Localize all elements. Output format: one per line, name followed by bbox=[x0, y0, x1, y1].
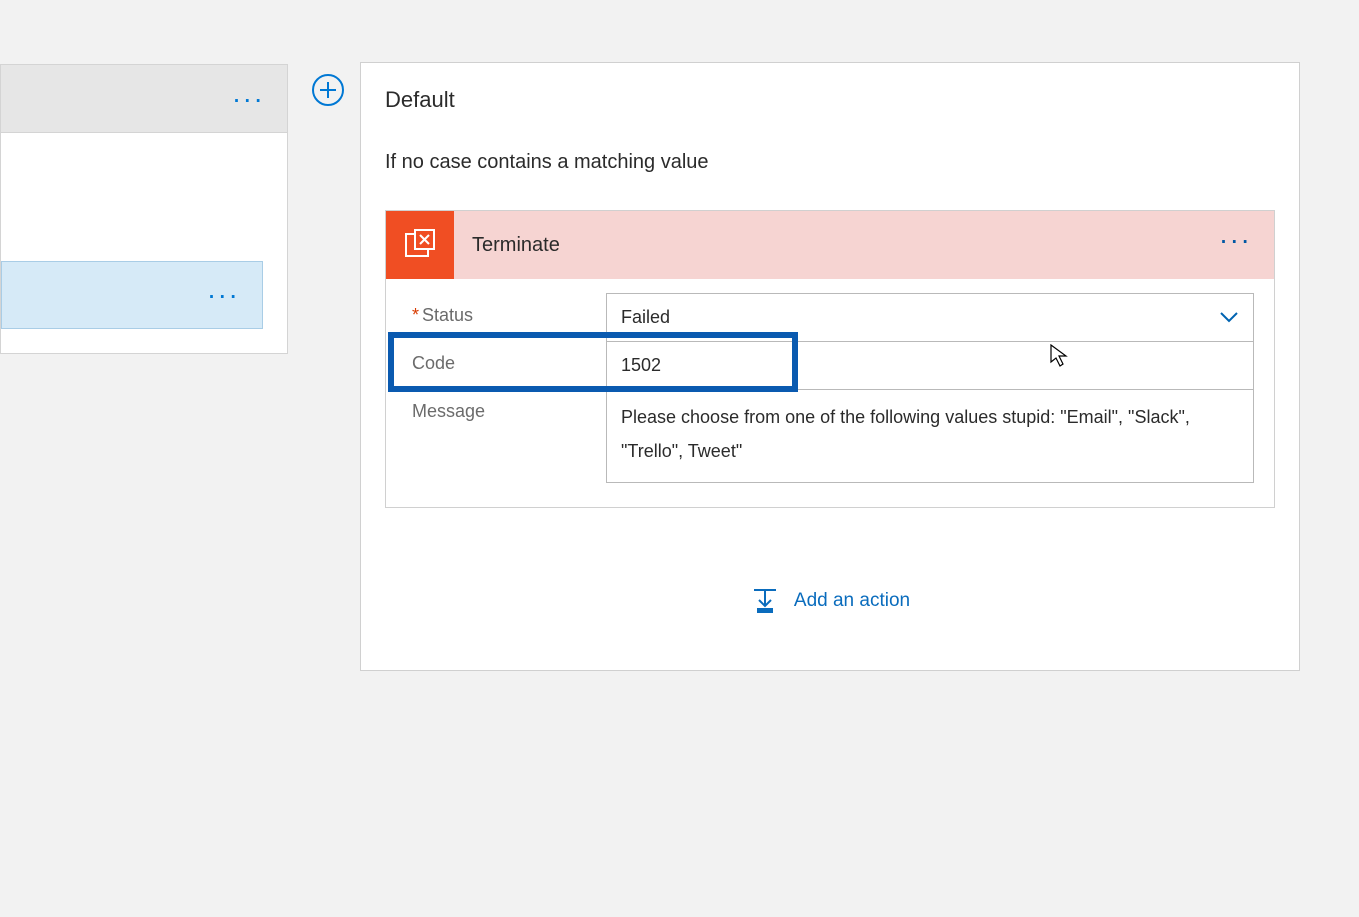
code-input[interactable]: 1502 bbox=[606, 341, 1254, 389]
left-case-action[interactable]: ... bbox=[1, 261, 263, 329]
terminate-action-card: Terminate ... *Status Failed Code bbox=[385, 210, 1275, 508]
default-case-card: Default If no case contains a matching v… bbox=[360, 62, 1300, 671]
terminate-header[interactable]: Terminate ... bbox=[386, 211, 1274, 279]
left-case-card: ... ... bbox=[0, 64, 288, 354]
default-title: Default bbox=[385, 87, 1275, 113]
default-subtitle: If no case contains a matching value bbox=[385, 151, 1275, 174]
message-label: Message bbox=[406, 389, 606, 483]
code-value: 1502 bbox=[621, 355, 661, 376]
add-action-label: Add an action bbox=[794, 590, 910, 612]
code-row: Code 1502 bbox=[406, 341, 1254, 389]
terminate-menu[interactable]: ... bbox=[1220, 236, 1274, 254]
status-select[interactable]: Failed bbox=[606, 293, 1254, 341]
message-value: Please choose from one of the following … bbox=[621, 407, 1190, 461]
code-label: Code bbox=[406, 341, 606, 389]
plus-icon bbox=[319, 81, 337, 99]
terminate-title: Terminate bbox=[454, 234, 1220, 257]
status-label-text: Status bbox=[422, 305, 473, 325]
status-row: *Status Failed bbox=[406, 293, 1254, 341]
more-icon: ... bbox=[1220, 218, 1252, 249]
add-case-button[interactable] bbox=[312, 74, 344, 106]
message-input[interactable]: Please choose from one of the following … bbox=[606, 389, 1254, 483]
add-action-button[interactable]: Add an action bbox=[385, 586, 1275, 616]
terminate-body: *Status Failed Code 1502 Message Pl bbox=[386, 279, 1274, 507]
insert-action-icon bbox=[750, 586, 780, 616]
terminate-icon bbox=[386, 211, 454, 279]
left-case-body bbox=[1, 133, 287, 261]
status-label: *Status bbox=[406, 293, 606, 341]
chevron-down-icon bbox=[1219, 306, 1239, 329]
status-value: Failed bbox=[621, 307, 670, 328]
left-case-header: ... bbox=[1, 65, 287, 133]
message-row: Message Please choose from one of the fo… bbox=[406, 389, 1254, 483]
